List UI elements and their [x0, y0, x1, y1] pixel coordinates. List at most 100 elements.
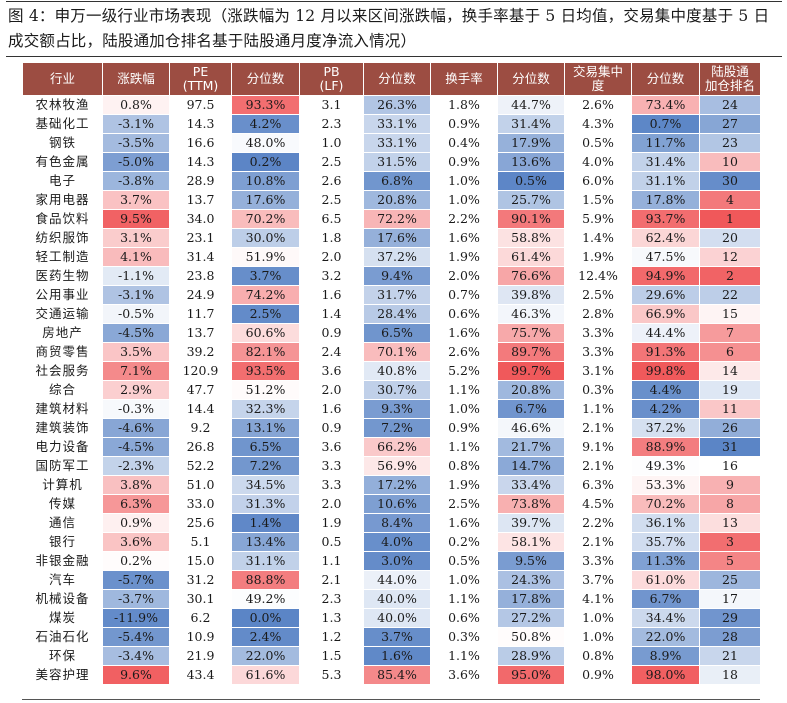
cell-industry: 交通运输	[22, 304, 103, 324]
cell-pe-percentile: 0.0%	[231, 608, 300, 628]
cell-pe-percentile: 32.3%	[231, 399, 300, 419]
cell-pb-percentile: 31.7%	[363, 285, 431, 305]
cell-pb: 0.5	[299, 532, 364, 552]
cell-turnover: 3.6%	[430, 665, 498, 685]
cell-turnover-percentile: 61.4%	[497, 247, 565, 267]
table-row: 社会服务 7.1% 120.9 93.5% 3.6 40.8% 5.2% 99.7% 3.1% 9…	[22, 361, 761, 381]
table-row: 计算机 3.8% 51.0 34.5% 3.3 17.2% 1.9% 33.4% 6.3% 53.…	[22, 475, 761, 495]
cell-pb: 2.0	[299, 247, 364, 267]
cell-flow-rank: 20	[699, 228, 761, 248]
cell-pb-percentile: 3.0%	[363, 551, 431, 571]
cell-change: -2.3%	[102, 456, 170, 476]
cell-flow-rank: 9	[699, 475, 761, 495]
cell-pe: 52.2	[169, 456, 232, 476]
cell-turnover-percentile: 73.8%	[497, 494, 565, 514]
cell-industry: 商贸零售	[22, 342, 103, 362]
cell-industry: 电力设备	[22, 437, 103, 457]
cell-pe: 33.0	[169, 494, 232, 514]
table-row: 机械设备 -3.7% 30.1 49.2% 2.3 40.0% 1.1% 17.8% 4.1% 6…	[22, 589, 761, 609]
cell-turnover-percentile: 13.6%	[497, 152, 565, 172]
table-row: 家用电器 3.7% 13.7 17.6% 2.5 20.8% 1.0% 25.7% 1.5% 17…	[22, 190, 761, 210]
cell-turnover-percentile: 39.8%	[497, 285, 565, 305]
cell-pb: 1.0	[299, 133, 364, 153]
cell-industry: 社会服务	[22, 361, 103, 381]
header-row: 行业 涨跌幅 PE (TTM) 分位数 PB (LF) 分位数 换手率 分位数 交易集中 度分位…	[22, 62, 761, 96]
cell-concentration: 5.9%	[564, 209, 632, 229]
cell-pb: 3.6	[299, 437, 364, 457]
cell-pb: 2.0	[299, 380, 364, 400]
cell-turnover-percentile: 90.1%	[497, 209, 565, 229]
cell-turnover: 1.0%	[430, 570, 498, 590]
cell-change: 0.8%	[102, 95, 170, 115]
cell-concentration-percentile: 93.7%	[631, 209, 700, 229]
cell-turnover: 1.1%	[430, 646, 498, 666]
cell-pb: 1.2	[299, 627, 364, 647]
cell-pb: 1.6	[299, 285, 364, 305]
header-flow-rank: 陆股通 加仓排名	[699, 62, 761, 96]
cell-concentration: 3.7%	[564, 570, 632, 590]
cell-turnover: 1.9%	[430, 475, 498, 495]
cell-flow-rank: 17	[699, 589, 761, 609]
cell-concentration: 4.3%	[564, 114, 632, 134]
cell-pb: 2.4	[299, 342, 364, 362]
cell-pb: 2.5	[299, 152, 364, 172]
table-row: 建筑材料 -0.3% 14.4 32.3% 1.6 9.3% 1.0% 6.7% 1.1% 4.2…	[22, 399, 761, 419]
cell-concentration-percentile: 6.7%	[631, 589, 700, 609]
cell-turnover-percentile: 50.8%	[497, 627, 565, 647]
cell-pe-percentile: 60.6%	[231, 323, 300, 343]
cell-pe: 23.1	[169, 228, 232, 248]
cell-turnover-percentile: 21.7%	[497, 437, 565, 457]
cell-pe: 39.2	[169, 342, 232, 362]
cell-pe-percentile: 49.2%	[231, 589, 300, 609]
cell-industry: 家用电器	[22, 190, 103, 210]
cell-concentration-percentile: 17.8%	[631, 190, 700, 210]
cell-pb: 2.3	[299, 114, 364, 134]
header-concentration-percentile: 分位数	[631, 62, 700, 96]
cell-change: -5.0%	[102, 152, 170, 172]
cell-concentration-percentile: 94.9%	[631, 266, 700, 286]
cell-pe-percentile: 93.5%	[231, 361, 300, 381]
cell-industry: 房地产	[22, 323, 103, 343]
cell-pe-percentile: 13.1%	[231, 418, 300, 438]
cell-concentration: 2.1%	[564, 418, 632, 438]
cell-turnover: 0.3%	[430, 627, 498, 647]
cell-concentration-percentile: 31.4%	[631, 152, 700, 172]
cell-concentration-percentile: 49.3%	[631, 456, 700, 476]
cell-turnover: 1.9%	[430, 247, 498, 267]
cell-concentration-percentile: 35.7%	[631, 532, 700, 552]
cell-change: -3.4%	[102, 646, 170, 666]
table-row: 农林牧渔 0.8% 97.5 93.3% 3.1 26.3% 1.8% 44.7% 2.6% 73…	[22, 95, 761, 115]
cell-turnover: 1.1%	[430, 380, 498, 400]
cell-pb: 2.5	[299, 190, 364, 210]
header-pe: PE (TTM)	[169, 62, 232, 96]
table-body: 农林牧渔 0.8% 97.5 93.3% 3.1 26.3% 1.8% 44.7% 2.6% 73…	[22, 95, 761, 685]
cell-pb: 3.1	[299, 95, 364, 115]
cell-industry: 公用事业	[22, 285, 103, 305]
cell-concentration-percentile: 31.1%	[631, 171, 700, 191]
cell-pe-percentile: 70.2%	[231, 209, 300, 229]
cell-concentration: 3.1%	[564, 361, 632, 381]
cell-pb-percentile: 40.0%	[363, 608, 431, 628]
cell-turnover-percentile: 33.4%	[497, 475, 565, 495]
cell-concentration: 2.1%	[564, 532, 632, 552]
cell-turnover: 1.0%	[430, 171, 498, 191]
header-industry: 行业	[22, 62, 103, 96]
cell-change: -3.5%	[102, 133, 170, 153]
cell-concentration: 1.9%	[564, 247, 632, 267]
cell-concentration: 4.1%	[564, 589, 632, 609]
cell-concentration-percentile: 8.9%	[631, 646, 700, 666]
cell-turnover: 2.5%	[430, 494, 498, 514]
cell-pb: 1.3	[299, 608, 364, 628]
cell-industry: 计算机	[22, 475, 103, 495]
cell-concentration-percentile: 98.0%	[631, 665, 700, 685]
cell-concentration-percentile: 11.7%	[631, 133, 700, 153]
cell-change: 4.1%	[102, 247, 170, 267]
cell-change: 3.6%	[102, 532, 170, 552]
cell-pb-percentile: 10.6%	[363, 494, 431, 514]
cell-change: 3.8%	[102, 475, 170, 495]
cell-concentration: 9.1%	[564, 437, 632, 457]
table-row: 有色金属 -5.0% 14.3 0.2% 2.5 31.5% 0.9% 13.6% 4.0% 31…	[22, 152, 761, 172]
cell-pb-percentile: 37.2%	[363, 247, 431, 267]
cell-concentration: 1.4%	[564, 228, 632, 248]
cell-pb-percentile: 30.7%	[363, 380, 431, 400]
